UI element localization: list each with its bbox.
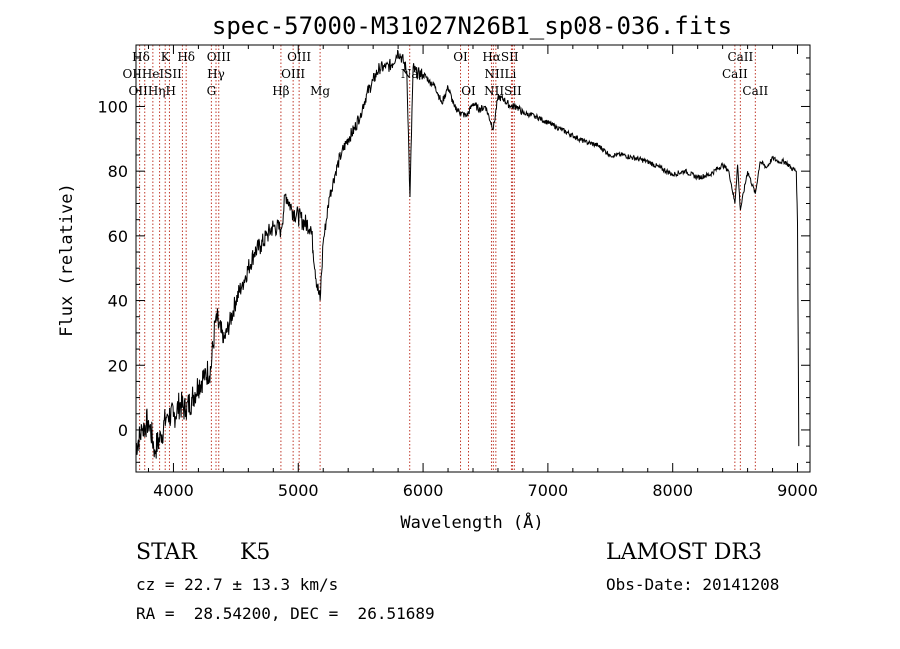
x-tick-label: 7000	[528, 481, 569, 500]
line-label: OIII	[287, 50, 311, 64]
line-label: OIII	[281, 67, 305, 81]
line-label: OIIHηH	[129, 84, 176, 98]
line-label: CaII	[742, 84, 768, 98]
y-axis: 0 20 40 60 80 100	[97, 57, 810, 463]
y-tick-label: 100	[97, 97, 128, 116]
line-label: HαSII	[482, 50, 519, 64]
y-tick-label: 40	[108, 292, 128, 311]
obs-date-text: Obs-Date: 20141208	[606, 575, 780, 594]
emission-line-labels: Hδ K Hδ OIII OIII OI HαSII CaII OIIHeISII Hγ OIII N…	[123, 50, 769, 98]
line-label: CaII	[722, 67, 748, 81]
redshift-text: cz = 22.7 ± 13.3 km/s	[136, 575, 339, 594]
line-label: K	[161, 50, 171, 64]
emission-line-markers	[139, 45, 756, 472]
survey-label: LAMOST DR3	[606, 540, 762, 565]
y-tick-label: 60	[108, 227, 128, 246]
x-axis-label: Wavelength (Å)	[400, 511, 543, 533]
y-tick-label: 0	[118, 421, 128, 440]
line-label: OI	[453, 50, 468, 64]
y-axis-label: Flux (relative)	[57, 183, 77, 337]
line-label: OIII	[207, 50, 231, 64]
chart-title: spec-57000-M31027N26B1_sp08-036.fits	[212, 12, 732, 40]
x-axis: 4000 5000 6000 7000 8000 9000	[147, 45, 818, 500]
line-label: OIIHeISII	[123, 67, 183, 81]
y-tick-label: 20	[108, 356, 128, 375]
x-tick-label: 8000	[652, 481, 693, 500]
coordinates-text: RA = 28.54200, DEC = 26.51689	[136, 604, 435, 623]
line-label: OI	[461, 84, 476, 98]
spectrum-series	[135, 49, 800, 459]
line-label: Hβ	[272, 84, 289, 98]
line-label: Hδ	[177, 50, 195, 64]
x-tick-label: 5000	[278, 481, 319, 500]
line-label: G	[207, 84, 217, 98]
line-label: NIILi	[485, 67, 517, 81]
line-label: Hγ	[207, 67, 225, 81]
spectrum-line	[135, 49, 800, 459]
plot-frame	[135, 44, 811, 473]
object-class: STAR	[136, 540, 197, 565]
x-tick-label: 9000	[777, 481, 818, 500]
x-tick-label: 4000	[153, 481, 194, 500]
line-label: Hδ	[132, 50, 150, 64]
line-label: CaII	[727, 50, 753, 64]
object-subclass: K5	[240, 540, 271, 565]
line-label: Mg	[310, 84, 330, 98]
line-label: NIISII	[484, 84, 522, 98]
y-tick-label: 80	[108, 162, 128, 181]
x-tick-label: 6000	[403, 481, 444, 500]
